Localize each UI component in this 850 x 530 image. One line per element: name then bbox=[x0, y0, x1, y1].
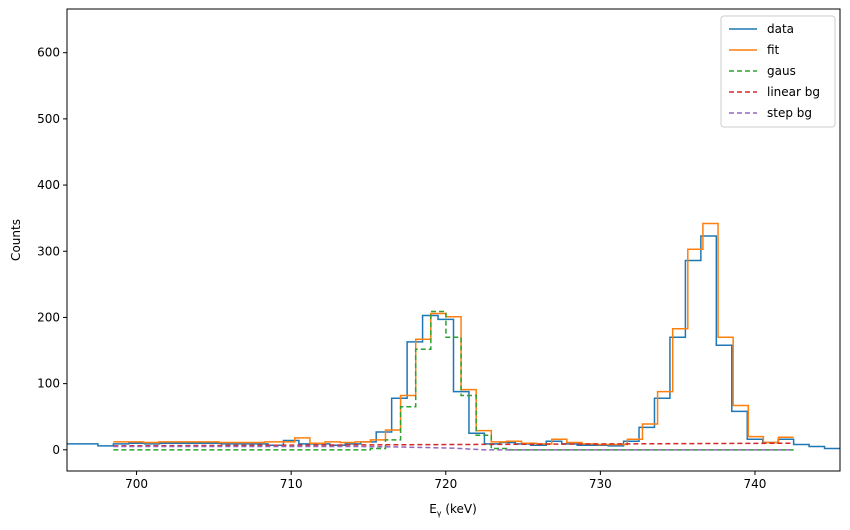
series-step-bg bbox=[113, 445, 794, 451]
legend: data fit gaus linear bg step bg bbox=[720, 15, 836, 128]
x-tick-label: 740 bbox=[744, 477, 767, 491]
x-tick-label: 700 bbox=[125, 477, 148, 491]
x-tick-label: 710 bbox=[280, 477, 303, 491]
series-layer bbox=[67, 222, 840, 451]
legend-box bbox=[720, 15, 836, 128]
y-tick-label: 300 bbox=[37, 244, 60, 258]
series-gaus bbox=[113, 310, 794, 451]
y-tick-label: 600 bbox=[37, 46, 60, 60]
plot-frame bbox=[66, 8, 841, 472]
y-tick-label: 200 bbox=[37, 310, 60, 324]
legend-label: gaus bbox=[767, 64, 796, 78]
series-data bbox=[67, 235, 840, 450]
series-fit bbox=[113, 222, 794, 446]
y-axis: 0 100 200 300 400 500 600 bbox=[37, 46, 67, 457]
series-linear-bg bbox=[113, 442, 794, 447]
x-axis: 700 710 720 730 740 bbox=[125, 471, 766, 491]
legend-label: linear bg bbox=[767, 85, 820, 99]
legend-label: data bbox=[767, 22, 794, 36]
legend-label: fit bbox=[767, 43, 780, 57]
x-tick-label: 720 bbox=[434, 477, 457, 491]
y-tick-label: 100 bbox=[37, 377, 60, 391]
y-tick-label: 400 bbox=[37, 178, 60, 192]
x-axis-label: Eγ (keV) bbox=[429, 502, 477, 518]
y-tick-label: 500 bbox=[37, 112, 60, 126]
legend-label: step bg bbox=[767, 106, 812, 120]
y-axis-label: Counts bbox=[9, 219, 23, 261]
y-tick-label: 0 bbox=[52, 443, 60, 457]
x-tick-label: 730 bbox=[589, 477, 612, 491]
